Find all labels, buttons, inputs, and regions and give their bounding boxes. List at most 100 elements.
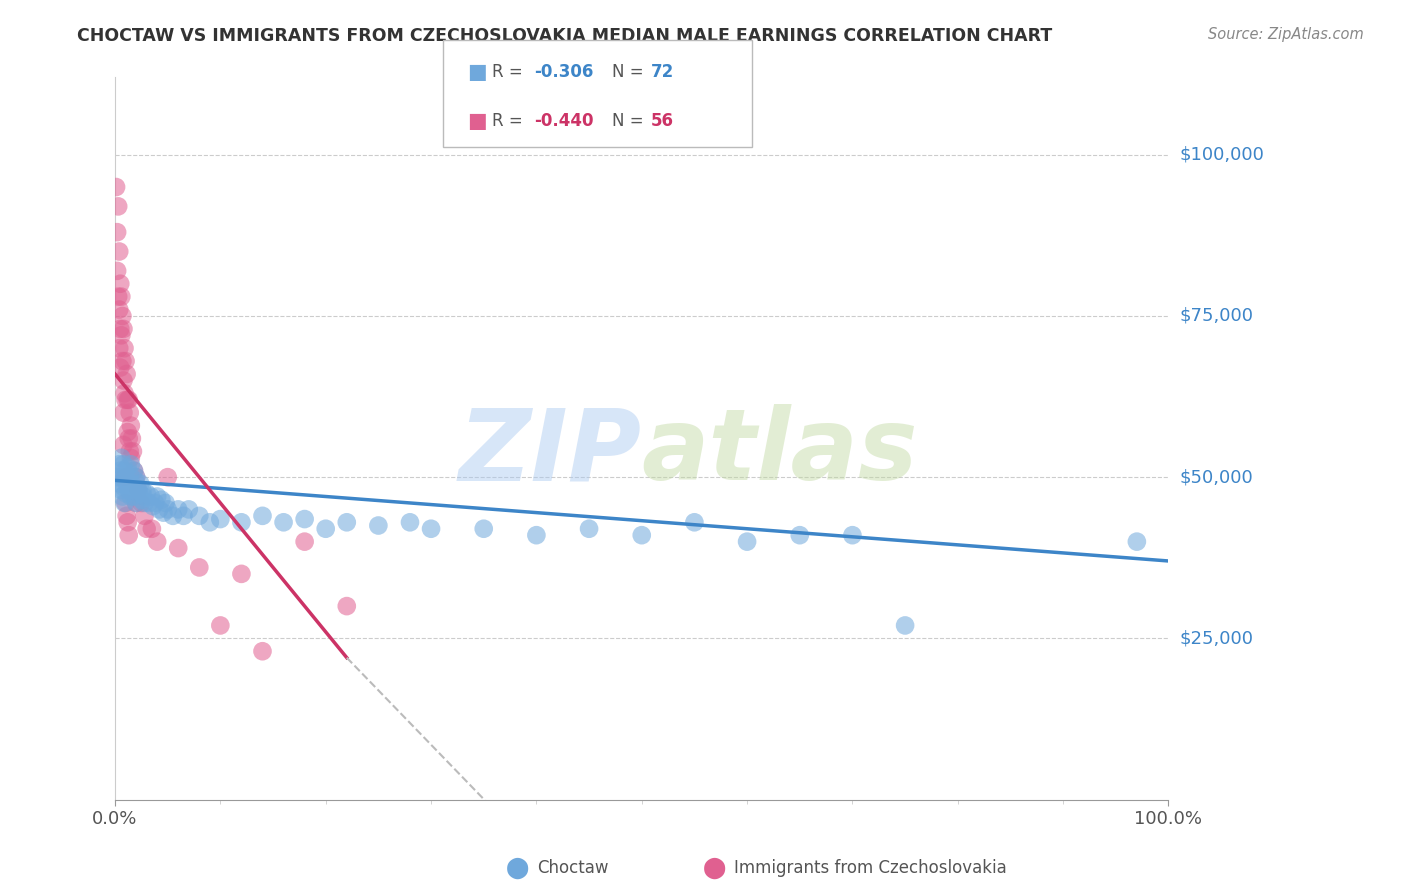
- Point: [122, 480, 145, 494]
- Point: [789, 528, 811, 542]
- Text: ⬤: ⬤: [703, 857, 727, 879]
- Point: [139, 490, 162, 504]
- Point: [110, 322, 132, 336]
- Point: [121, 476, 143, 491]
- Point: [120, 490, 142, 504]
- Point: [112, 406, 135, 420]
- Point: [138, 496, 160, 510]
- Point: [108, 341, 131, 355]
- Point: [420, 522, 443, 536]
- Point: [143, 496, 166, 510]
- Point: [399, 516, 422, 530]
- Point: [125, 470, 148, 484]
- Point: [105, 180, 128, 194]
- Point: [209, 618, 232, 632]
- Point: [107, 290, 129, 304]
- Point: [114, 386, 136, 401]
- Point: [152, 506, 174, 520]
- Text: -0.306: -0.306: [534, 63, 593, 81]
- Point: [114, 470, 136, 484]
- Point: [124, 474, 146, 488]
- Point: [177, 502, 200, 516]
- Text: Source: ZipAtlas.com: Source: ZipAtlas.com: [1208, 27, 1364, 42]
- Point: [336, 599, 359, 613]
- Point: [162, 508, 184, 523]
- Point: [131, 492, 153, 507]
- Point: [117, 425, 139, 439]
- Point: [108, 244, 131, 259]
- Text: $50,000: $50,000: [1180, 468, 1253, 486]
- Point: [167, 502, 190, 516]
- Point: [118, 528, 141, 542]
- Point: [135, 522, 157, 536]
- Point: [118, 432, 141, 446]
- Point: [111, 470, 134, 484]
- Point: [120, 450, 142, 465]
- Point: [108, 302, 131, 317]
- Point: [110, 464, 132, 478]
- Point: [115, 476, 138, 491]
- Point: [188, 560, 211, 574]
- Point: [118, 467, 141, 481]
- Point: [273, 516, 295, 530]
- Point: [122, 464, 145, 478]
- Point: [134, 508, 156, 523]
- Text: Choctaw: Choctaw: [537, 859, 609, 877]
- Point: [110, 328, 132, 343]
- Point: [735, 534, 758, 549]
- Text: $25,000: $25,000: [1180, 630, 1254, 648]
- Point: [127, 483, 149, 497]
- Point: [128, 486, 150, 500]
- Text: ■: ■: [467, 62, 486, 82]
- Text: -0.440: -0.440: [534, 112, 593, 130]
- Point: [294, 534, 316, 549]
- Point: [117, 516, 139, 530]
- Point: [107, 470, 129, 484]
- Point: [131, 483, 153, 497]
- Point: [118, 392, 141, 407]
- Point: [118, 444, 141, 458]
- Point: [894, 618, 917, 632]
- Point: [112, 438, 135, 452]
- Point: [125, 496, 148, 510]
- Point: [110, 476, 132, 491]
- Point: [120, 457, 142, 471]
- Point: [135, 486, 157, 500]
- Text: ⬤: ⬤: [506, 857, 530, 879]
- Point: [683, 516, 706, 530]
- Point: [630, 528, 652, 542]
- Point: [198, 516, 221, 530]
- Point: [231, 516, 253, 530]
- Point: [110, 277, 132, 291]
- Point: [146, 534, 169, 549]
- Text: N =: N =: [612, 112, 643, 130]
- Point: [110, 360, 132, 375]
- Point: [111, 309, 134, 323]
- Point: [117, 460, 139, 475]
- Point: [526, 528, 548, 542]
- Point: [134, 496, 156, 510]
- Point: [111, 354, 134, 368]
- Point: [122, 490, 145, 504]
- Point: [336, 516, 359, 530]
- Point: [1126, 534, 1149, 549]
- Text: ZIP: ZIP: [458, 404, 641, 501]
- Point: [146, 490, 169, 504]
- Point: [131, 496, 153, 510]
- Point: [252, 508, 274, 523]
- Point: [114, 464, 136, 478]
- Point: [294, 512, 316, 526]
- Point: [121, 432, 143, 446]
- Point: [156, 502, 179, 516]
- Point: [118, 483, 141, 497]
- Point: [105, 264, 128, 278]
- Point: [110, 450, 132, 465]
- Point: [129, 476, 152, 491]
- Point: [114, 392, 136, 407]
- Text: R =: R =: [492, 63, 523, 81]
- Point: [156, 470, 179, 484]
- Point: [105, 225, 128, 239]
- Point: [114, 496, 136, 510]
- Point: [142, 499, 165, 513]
- Point: [117, 392, 139, 407]
